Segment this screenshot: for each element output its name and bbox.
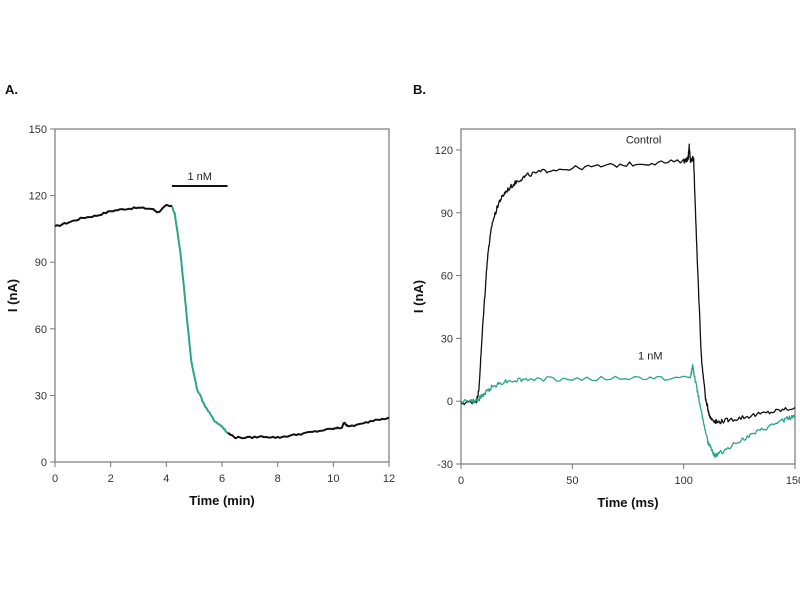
x-tick-label: 100 bbox=[674, 475, 692, 487]
x-axis-label: Time (min) bbox=[189, 493, 255, 508]
y-tick-label: 120 bbox=[435, 145, 453, 157]
x-tick-label: 2 bbox=[108, 473, 114, 485]
x-tick-label: 50 bbox=[566, 475, 578, 487]
y-tick-label: 0 bbox=[447, 396, 453, 408]
y-tick-label: 60 bbox=[441, 271, 453, 283]
series-line bbox=[460, 364, 796, 459]
y-tick-label: -30 bbox=[437, 459, 453, 471]
y-axis-label: I (nA) bbox=[5, 279, 20, 312]
panel-label: A. bbox=[5, 82, 18, 97]
x-tick-label: 6 bbox=[219, 473, 225, 485]
y-tick-label: 150 bbox=[29, 124, 47, 136]
chart-panel-a: A. 0 30 60 90 120 150 0 2 4 6 8 10 12 Time (min) I (nA)… bbox=[5, 82, 395, 508]
series-label: Control bbox=[626, 135, 661, 147]
x-tick-label: 12 bbox=[383, 473, 395, 485]
y-axis-label: I (nA) bbox=[411, 280, 426, 313]
chart-panel-b: B. -30 0 30 60 90 120 0 50 100 150 Time (ms) I (nA) C… bbox=[411, 82, 800, 510]
y-tick-label: 120 bbox=[29, 191, 47, 203]
y-tick-label: 60 bbox=[35, 324, 47, 336]
series-line bbox=[171, 206, 229, 434]
x-axis-label: Time (ms) bbox=[597, 495, 658, 510]
x-tick-label: 8 bbox=[275, 473, 281, 485]
series-label: 1 nM bbox=[638, 350, 662, 362]
x-tick-label: 4 bbox=[163, 473, 169, 485]
y-tick-label: 90 bbox=[35, 257, 47, 269]
series-line bbox=[227, 416, 390, 440]
x-tick-label: 150 bbox=[786, 475, 800, 487]
x-tick-label: 10 bbox=[327, 473, 339, 485]
series-line bbox=[54, 203, 173, 227]
plot-frame bbox=[460, 128, 796, 465]
y-tick-label: 30 bbox=[35, 390, 47, 402]
y-tick-label: 0 bbox=[41, 457, 47, 469]
x-tick-label: 0 bbox=[52, 473, 58, 485]
treatment-label: 1 nM bbox=[187, 171, 211, 183]
panel-label: B. bbox=[413, 82, 426, 97]
plot-frame bbox=[54, 128, 390, 463]
series-line bbox=[460, 143, 796, 425]
x-tick-label: 0 bbox=[458, 475, 464, 487]
y-tick-label: 30 bbox=[441, 333, 453, 345]
y-tick-label: 90 bbox=[441, 208, 453, 220]
